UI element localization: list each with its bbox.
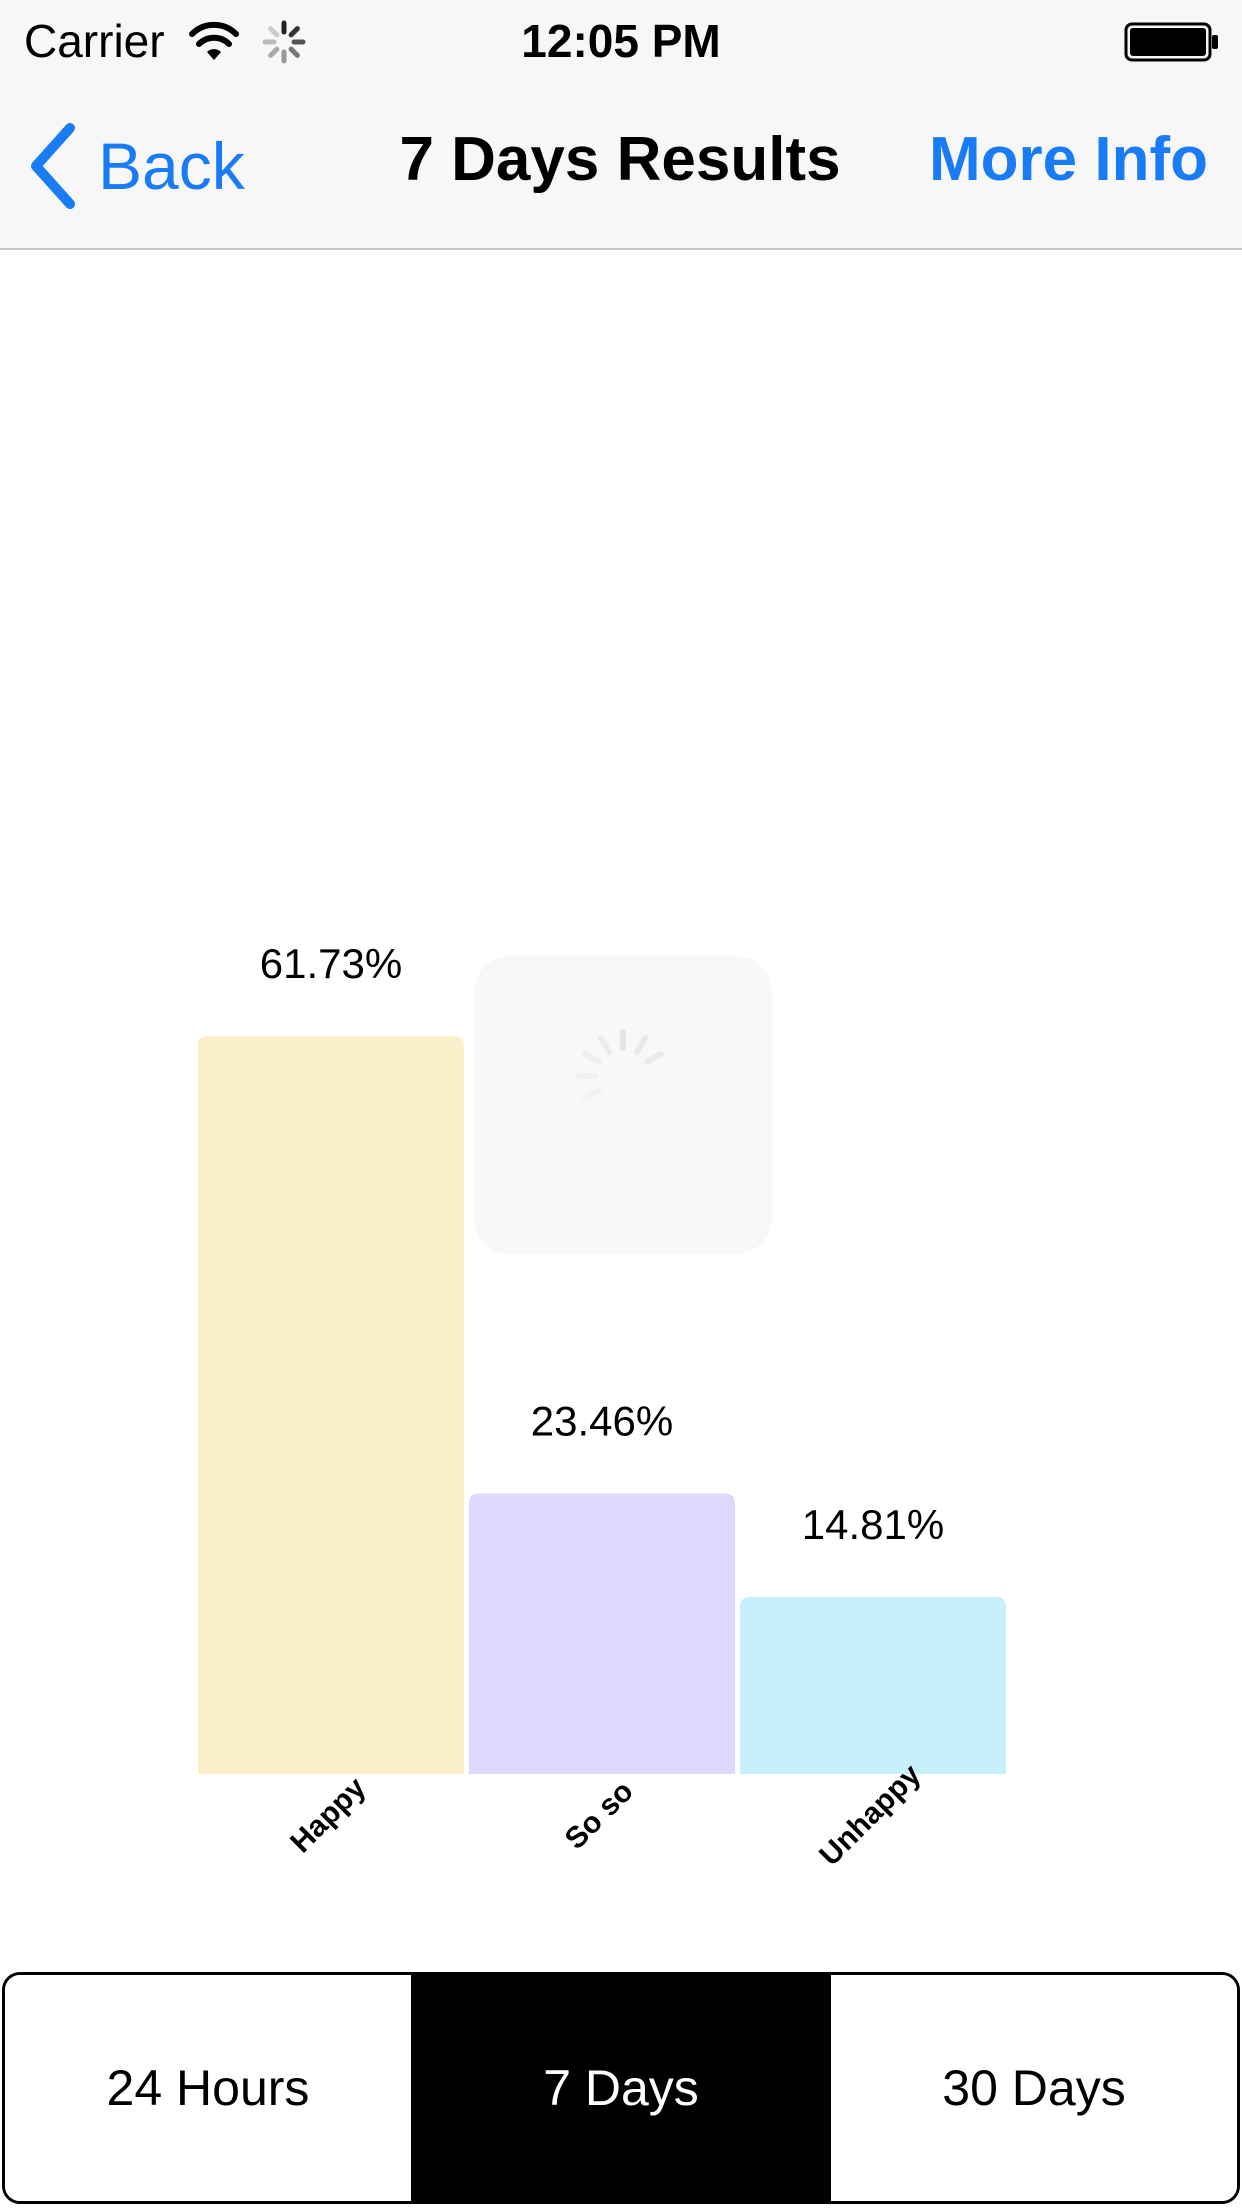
navigation-bar: Back 7 Days Results More Info [0, 86, 1242, 250]
status-bar: Carrier 12:05 PM [0, 0, 1242, 86]
x-tick-label: Unhappy [813, 1758, 927, 1872]
status-time: 12:05 PM [521, 15, 721, 67]
results-chart: 61.73% Happy 23.46% So so 14.81% Unhappy [0, 250, 1242, 1970]
loading-overlay [474, 956, 772, 1254]
segment-30-days[interactable]: 30 Days [831, 1975, 1237, 2201]
back-button[interactable]: Back [26, 116, 245, 216]
data-label: 23.46% [531, 1398, 673, 1445]
x-tick-label: Happy [284, 1771, 372, 1859]
segment-24-hours[interactable]: 24 Hours [5, 1975, 411, 2201]
bar-so-so [469, 1493, 735, 1774]
activity-spinner-icon [576, 1029, 664, 1101]
battery-icon [1124, 22, 1218, 62]
data-label: 14.81% [802, 1501, 944, 1548]
bar-unhappy [740, 1596, 1006, 1774]
back-button-label: Back [98, 129, 245, 203]
more-info-button[interactable]: More Info [929, 125, 1208, 194]
carrier-label: Carrier [24, 15, 165, 67]
x-tick-label: So so [559, 1775, 640, 1856]
data-label: 61.73% [260, 940, 402, 987]
wifi-icon [189, 21, 239, 60]
bar-happy [198, 1036, 464, 1774]
activity-spinner-icon [262, 20, 306, 64]
segment-7-days[interactable]: 7 Days [411, 1975, 831, 2201]
page-title: 7 Days Results [399, 125, 841, 194]
bar-chart: 61.73% Happy 23.46% So so 14.81% Unhappy [198, 940, 1006, 1872]
chevron-left-icon [31, 123, 75, 209]
time-range-segmented-control: 24 Hours 7 Days 30 Days [2, 1972, 1240, 2204]
